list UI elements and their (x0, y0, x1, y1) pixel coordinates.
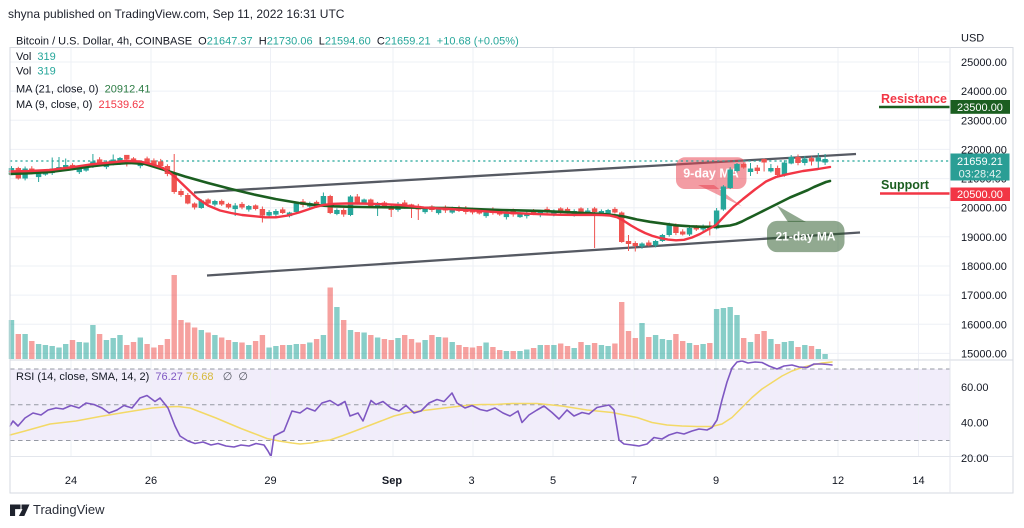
svg-text:29: 29 (264, 475, 276, 487)
svg-text:21659.21: 21659.21 (957, 156, 1003, 168)
svg-text:03:28:42: 03:28:42 (959, 169, 1002, 181)
svg-text:5: 5 (550, 475, 556, 487)
svg-text:MA (21, close, 0) 20912.41: MA (21, close, 0) 20912.41 (16, 84, 151, 96)
svg-text:3: 3 (468, 475, 474, 487)
svg-text:RSI (14, close, SMA, 14, 2) 7: RSI (14, close, SMA, 14, 2) 76.27 76.68 … (16, 371, 248, 383)
svg-text:16000.00: 16000.00 (961, 319, 1007, 331)
svg-text:shyna published on TradingView: shyna published on TradingView.com, Sep … (8, 7, 345, 21)
svg-text:20000.00: 20000.00 (961, 203, 1007, 215)
svg-text:24000.00: 24000.00 (961, 86, 1007, 98)
svg-text:USD: USD (961, 33, 984, 45)
svg-text:20.00: 20.00 (961, 453, 989, 465)
svg-text:25000.00: 25000.00 (961, 57, 1007, 69)
svg-text:19000.00: 19000.00 (961, 232, 1007, 244)
svg-text:Resistance: Resistance (881, 92, 947, 106)
svg-text:7: 7 (631, 475, 637, 487)
svg-text:15000.00: 15000.00 (961, 348, 1007, 360)
svg-text:Sep: Sep (382, 475, 402, 487)
svg-text:MA (9, close, 0) 21539.62: MA (9, close, 0) 21539.62 (16, 99, 144, 111)
svg-text:60.00: 60.00 (961, 382, 989, 394)
svg-text:23000.00: 23000.00 (961, 115, 1007, 127)
svg-text:14: 14 (912, 475, 924, 487)
svg-text:40.00: 40.00 (961, 417, 989, 429)
svg-text:Vol 319: Vol 319 (16, 51, 56, 63)
svg-text:23500.00: 23500.00 (957, 102, 1003, 114)
svg-text:Support: Support (881, 178, 930, 192)
svg-text:18000.00: 18000.00 (961, 261, 1007, 273)
svg-text:Bitcoin / U.S. Dollar, 4h, COI: Bitcoin / U.S. Dollar, 4h, COINBASE O216… (16, 36, 519, 48)
svg-text:17000.00: 17000.00 (961, 290, 1007, 302)
svg-text:24: 24 (65, 475, 77, 487)
svg-text:20500.00: 20500.00 (957, 189, 1003, 201)
svg-text:22000.00: 22000.00 (961, 144, 1007, 156)
svg-text:Vol 319: Vol 319 (16, 66, 56, 78)
svg-text:12: 12 (832, 475, 844, 487)
svg-text:26: 26 (145, 475, 157, 487)
svg-text:21-day MA: 21-day MA (775, 230, 835, 244)
svg-text:TradingView: TradingView (33, 502, 105, 517)
svg-text:9: 9 (713, 475, 719, 487)
svg-text:9-day MA: 9-day MA (683, 167, 739, 181)
